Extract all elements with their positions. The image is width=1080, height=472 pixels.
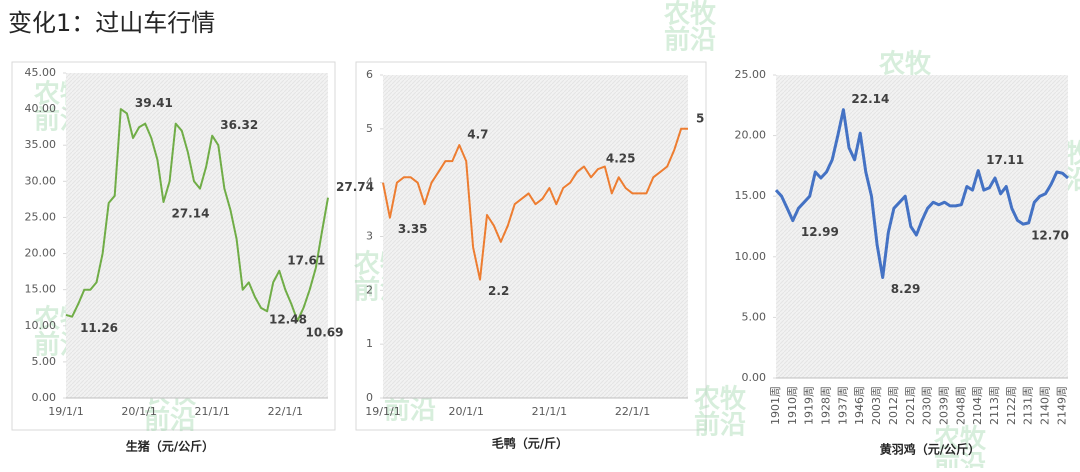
data-label: 5: [696, 111, 704, 125]
data-label: 12.99: [801, 225, 839, 239]
y-tick-label: 3: [366, 230, 373, 243]
data-label: 4.25: [606, 152, 636, 166]
x-tick-label: 1937周: [836, 386, 849, 425]
x-axis-title: 黄羽鸡（元/公斤）: [880, 442, 980, 457]
watermark: 前沿: [934, 450, 986, 469]
y-tick-label: 2: [366, 283, 373, 296]
watermark: 前沿: [384, 395, 436, 426]
watermark: 前沿: [664, 25, 716, 56]
watermark: 农牧: [663, 0, 717, 30]
watermark: 前沿: [694, 410, 746, 441]
y-tick-label: 25.00: [25, 210, 57, 223]
plot-area: [383, 75, 688, 398]
x-tick-label: 2030周: [921, 386, 934, 425]
y-tick-label: 10.00: [735, 250, 767, 263]
x-tick-label: 1919周: [803, 386, 816, 425]
y-tick-label: 15.00: [735, 189, 767, 202]
x-tick-label: 2131周: [1022, 386, 1035, 425]
x-tick-label: 22/1/1: [615, 405, 650, 418]
x-tick-label: 2012周: [887, 386, 900, 425]
data-label: 36.32: [220, 118, 258, 132]
data-label: 11.26: [80, 321, 118, 335]
x-tick-label: 2021周: [904, 386, 917, 425]
y-tick-label: 35.00: [25, 138, 57, 151]
y-tick-label: 10.00: [25, 319, 57, 332]
x-tick-label: 2140周: [1039, 386, 1052, 425]
watermark: 农牧: [693, 385, 747, 415]
data-label: 17.11: [986, 153, 1024, 167]
y-tick-label: 25.00: [735, 68, 767, 81]
data-label: 27.14: [171, 206, 209, 220]
data-line: [65, 108, 329, 322]
x-tick-label: 2039周: [937, 386, 950, 425]
y-tick-label: 5.00: [32, 355, 57, 368]
x-axis-title: 毛鸭（元/斤）: [492, 436, 568, 451]
plot-area: [66, 73, 328, 398]
x-tick-label: 2149周: [1055, 386, 1068, 425]
data-line: [774, 108, 1069, 279]
y-tick-label: 5: [366, 122, 373, 135]
data-label: 27.74: [336, 180, 374, 194]
data-label: 4.7: [467, 127, 488, 141]
data-label: 8.29: [891, 282, 921, 296]
y-tick-label: 15.00: [25, 283, 57, 296]
y-tick-label: 40.00: [25, 102, 57, 115]
x-tick-label: 21/1/1: [532, 405, 567, 418]
x-axis-title: 生猪（元/公斤）: [126, 439, 214, 454]
data-line: [382, 127, 688, 281]
y-tick-label: 1: [366, 337, 373, 350]
watermark: 农牧: [878, 50, 932, 80]
data-label: 17.61: [287, 253, 325, 267]
data-label: 3.35: [398, 222, 428, 236]
x-tick-label: 2122周: [1005, 386, 1018, 425]
data-label: 39.41: [135, 96, 173, 110]
y-tick-label: 4: [366, 176, 373, 189]
x-tick-label: 21/1/1: [195, 405, 230, 418]
data-label: 12.48: [269, 312, 307, 326]
y-tick-label: 0.00: [742, 371, 767, 384]
x-tick-label: 1946周: [853, 386, 866, 425]
x-tick-label: 2048周: [954, 386, 967, 425]
y-tick-label: 6: [366, 68, 373, 81]
data-label: 2.2: [488, 284, 509, 298]
x-tick-label: 2113周: [988, 386, 1001, 425]
y-tick-label: 0: [366, 391, 373, 404]
data-label: 10.69: [306, 325, 344, 339]
x-tick-label: 2104周: [971, 386, 984, 425]
watermark: 农牧: [933, 425, 987, 455]
page-title: 变化1：过山车行情: [8, 9, 215, 37]
plot-area: [776, 75, 1068, 378]
y-tick-label: 20.00: [25, 247, 57, 260]
y-tick-label: 0.00: [32, 391, 57, 404]
x-tick-label: 1928周: [820, 386, 833, 425]
x-tick-label: 22/1/1: [268, 405, 303, 418]
x-tick-label: 19/1/1: [48, 405, 83, 418]
x-tick-label: 2003周: [870, 386, 883, 425]
x-tick-label: 20/1/1: [121, 405, 156, 418]
watermark: 前沿: [144, 405, 196, 436]
x-tick-label: 20/1/1: [448, 405, 483, 418]
y-tick-label: 5.00: [742, 310, 767, 323]
x-tick-label: 19/1/1: [365, 405, 400, 418]
x-tick-label: 1910周: [786, 386, 799, 425]
y-tick-label: 30.00: [25, 174, 57, 187]
y-tick-label: 45.00: [25, 66, 57, 79]
y-tick-label: 20.00: [735, 129, 767, 142]
panel-border: [11, 61, 336, 431]
data-label: 12.70: [1031, 229, 1069, 243]
x-tick-label: 1901周: [769, 386, 782, 425]
data-label: 22.14: [851, 92, 889, 106]
panel-border: [355, 61, 707, 431]
